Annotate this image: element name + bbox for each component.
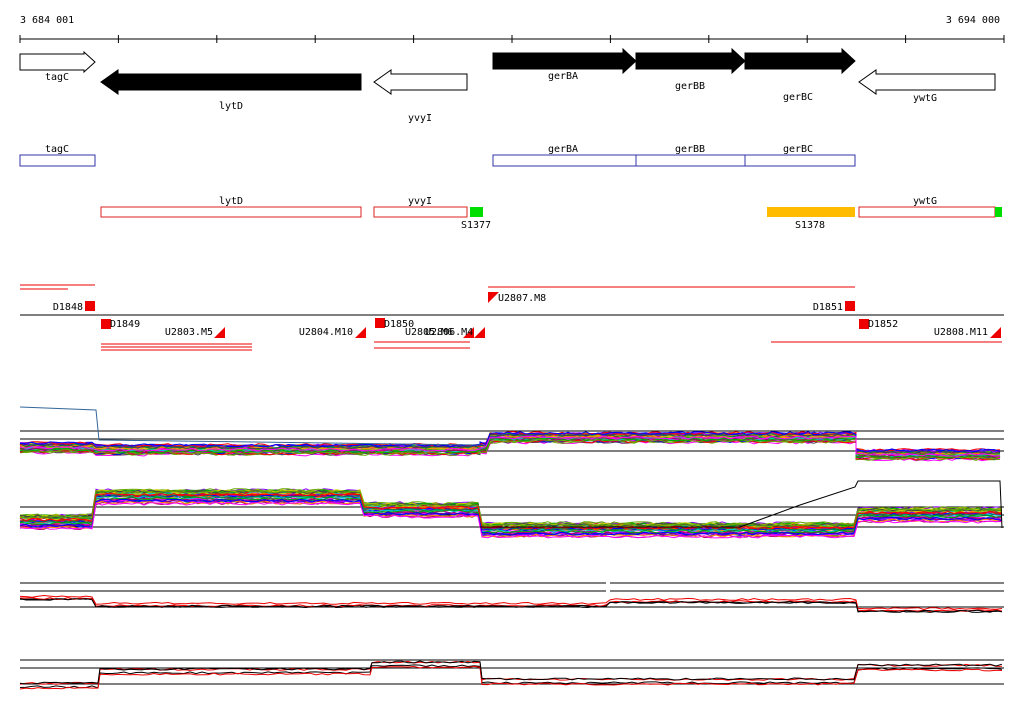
svg-text:D1852: D1852 (868, 319, 898, 330)
small-rna-label: S1378 (795, 220, 825, 231)
feature-label: ywtG (913, 196, 937, 207)
mark-u2805[interactable]: U2805.M6 (405, 327, 474, 338)
expression-profile-reverse (19, 480, 1004, 539)
svg-text:D1850: D1850 (384, 319, 414, 330)
gene-arrow-yvyi[interactable]: yvyI (373, 69, 468, 124)
reverse-feature-track: lytD yvyI ywtG S1377 S1378 (100, 196, 1002, 231)
feature-box-yvyi[interactable] (373, 206, 468, 218)
svg-text:U2805.M6: U2805.M6 (405, 327, 453, 338)
feature-box-lytd[interactable] (100, 206, 362, 218)
summary-profile-forward (19, 582, 1004, 613)
svg-text:U2804.M10: U2804.M10 (299, 327, 353, 338)
gene-arrow-lytd[interactable]: lytD (100, 69, 362, 112)
feature-box-gerba[interactable] (492, 154, 637, 167)
svg-text:U2808.M11: U2808.M11 (934, 327, 988, 338)
svg-text:D1851: D1851 (813, 302, 843, 313)
gene-arrow-tagc[interactable]: tagC (19, 50, 96, 83)
svg-text:U2807.M8: U2807.M8 (498, 293, 546, 304)
mark-u2804[interactable]: U2804.M10 (299, 327, 366, 338)
gene-arrow-ywtg[interactable]: ywtG (858, 69, 996, 104)
start-coordinate: 3 684 001 (20, 15, 74, 26)
transcription-track: D1848 D1849 D1850 D1851 D1852 U2803.M5 U… (20, 284, 1004, 351)
small-rna-s1378[interactable] (767, 207, 855, 217)
mark-d1849[interactable]: D1849 (101, 319, 140, 330)
end-coordinate: 3 694 000 (946, 15, 1000, 26)
feature-label: gerBC (783, 144, 813, 155)
gene-arrow-gerbc[interactable]: gerBC (744, 47, 856, 103)
mark-u2806[interactable]: U2806.M4 (425, 327, 485, 338)
gene-label: yvyI (408, 113, 432, 124)
gene-label: gerBC (783, 92, 813, 103)
small-rna-s1377[interactable] (470, 207, 483, 217)
ywtg-end-marker (995, 207, 1002, 217)
feature-label: gerBA (548, 144, 578, 155)
gene-label: gerBA (548, 71, 578, 82)
expression-profile-forward (19, 406, 1004, 462)
gene-label: tagC (45, 72, 69, 83)
mark-d1850[interactable]: D1850 (375, 318, 414, 330)
feature-box-ywtg[interactable] (858, 206, 996, 218)
small-rna-label: S1377 (461, 220, 491, 231)
forward-feature-track: tagC gerBA gerBB gerBC (19, 144, 856, 167)
gene-label: gerBB (675, 81, 705, 92)
svg-text:U2806.M4: U2806.M4 (425, 327, 473, 338)
summary-profile-reverse (19, 659, 1004, 690)
mark-u2807[interactable]: U2807.M8 (488, 292, 546, 304)
mark-d1848[interactable]: D1848 (53, 301, 95, 313)
mark-u2808[interactable]: U2808.M11 (934, 327, 1001, 338)
gene-track: tagC lytD yvyI gerBA gerBB gerBC ywtG (19, 47, 996, 124)
feature-label: yvyI (408, 196, 432, 207)
svg-text:D1849: D1849 (110, 319, 140, 330)
svg-text:D1848: D1848 (53, 302, 83, 313)
feature-label: lytD (219, 196, 243, 207)
gene-arrow-gerbb[interactable]: gerBB (635, 47, 746, 92)
gene-arrow-gerba[interactable]: gerBA (492, 47, 637, 82)
feature-label: gerBB (675, 144, 705, 155)
feature-label: tagC (45, 144, 69, 155)
gene-label: lytD (219, 101, 243, 112)
mark-d1852[interactable]: D1852 (859, 319, 898, 330)
feature-box-gerbb[interactable] (635, 154, 746, 167)
gene-label: ywtG (913, 93, 937, 104)
feature-box-gerbc[interactable] (744, 154, 856, 167)
feature-box-tagc[interactable] (19, 154, 96, 167)
coordinate-ruler: 3 684 001 3 694 000 (19, 15, 1005, 43)
mark-u2803[interactable]: U2803.M5 (165, 327, 225, 338)
svg-text:U2803.M5: U2803.M5 (165, 327, 213, 338)
mark-d1851[interactable]: D1851 (813, 301, 855, 313)
